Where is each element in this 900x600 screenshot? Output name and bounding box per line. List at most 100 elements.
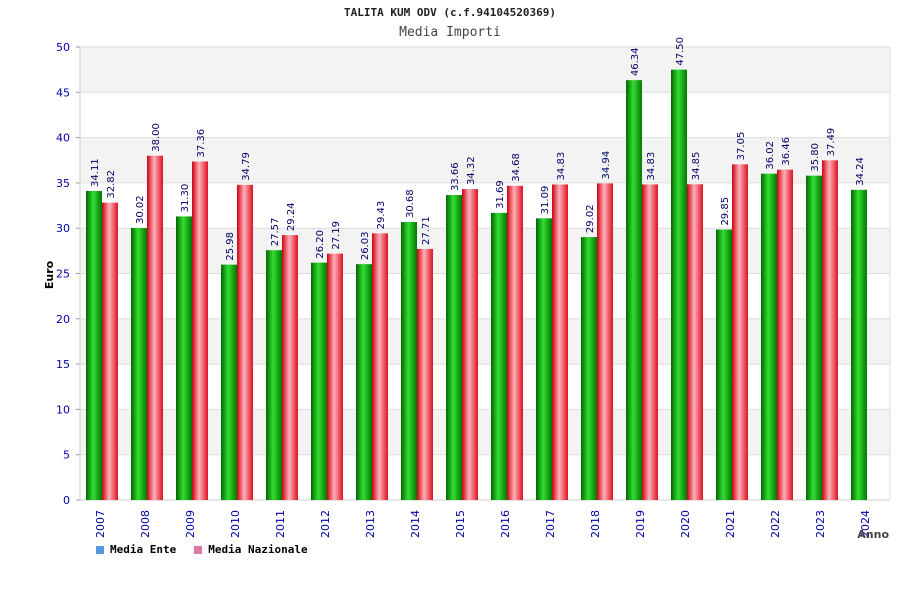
y-tick-label: 10 [56, 403, 70, 416]
x-axis-label: Anno [857, 528, 889, 541]
legend-label-nazionale: Media Nazionale [208, 543, 308, 556]
grid-band [80, 364, 890, 410]
grid-band [80, 228, 890, 274]
bar-media-nazionale [192, 161, 208, 500]
bar-value-label: 31.69 [495, 180, 506, 209]
bar-media-ente [851, 189, 867, 501]
bar-media-nazionale [237, 184, 253, 500]
y-tick-label: 35 [56, 177, 70, 190]
x-tick-label: 2015 [454, 510, 467, 538]
grid-band [80, 182, 890, 229]
bar-media-nazionale [462, 189, 478, 501]
bar-media-ente [446, 195, 462, 500]
bar-value-label: 37.05 [736, 132, 747, 161]
legend-swatch-nazionale [194, 545, 203, 554]
x-tick-label: 2017 [544, 510, 557, 538]
bar-media-ente [221, 264, 237, 500]
bar-value-label: 46.34 [630, 48, 641, 77]
bar-media-ente [311, 262, 327, 500]
bar-media-ente [536, 218, 552, 501]
x-tick-label: 2020 [679, 510, 692, 538]
grid-band [80, 409, 890, 455]
bar-value-label: 37.36 [196, 129, 207, 158]
grid-band [80, 318, 890, 365]
bar-media-ente [491, 212, 507, 500]
bar-media-nazionale [417, 248, 433, 500]
bar-value-label: 34.83 [646, 152, 657, 181]
legend-item-ente: Media Ente [96, 543, 176, 556]
x-tick-label: 2022 [769, 510, 782, 538]
bar-value-label: 34.83 [556, 152, 567, 181]
bar-labels: 34.11 32.82 30.02 38.00 31.30 37.36 25.98 34.79… [90, 37, 866, 261]
y-tick-label: 20 [56, 313, 70, 326]
bar-value-label: 36.46 [781, 137, 792, 166]
legend-label-ente: Media Ente [110, 543, 177, 556]
x-tick-label: 2013 [364, 510, 377, 538]
bar-media-nazionale [147, 155, 163, 500]
bar-value-label: 30.02 [135, 195, 146, 224]
y-tick-label: 30 [56, 222, 70, 235]
bar-media-ente [176, 216, 192, 500]
bar-value-label: 38.00 [151, 123, 162, 152]
bar-value-label: 47.50 [675, 37, 686, 66]
bars [86, 69, 867, 501]
chart-title: TALITA KUM ODV (c.f.94104520369) [344, 6, 556, 19]
bar-value-label: 34.79 [241, 152, 252, 181]
bar-media-nazionale [822, 160, 838, 500]
bar-media-nazionale [777, 169, 793, 500]
y-tick-labels: 0 5 10 15 20 25 30 35 40 45 50 [56, 41, 70, 507]
grid-band [80, 273, 890, 319]
bar-value-label: 29.85 [720, 197, 731, 226]
bar-media-nazionale [552, 184, 568, 501]
bar-media-nazionale [282, 235, 298, 500]
bar-value-label: 30.68 [405, 189, 416, 218]
bar-value-label: 29.24 [286, 202, 297, 231]
bar-media-ente [806, 175, 822, 501]
axes [76, 46, 891, 501]
grid-bands [80, 47, 890, 500]
x-tick-label: 2024 [859, 510, 872, 538]
bar-media-nazionale [597, 183, 613, 500]
x-tick-label: 2009 [184, 510, 197, 538]
bar-value-label: 31.30 [180, 184, 191, 213]
grid-band [80, 92, 890, 138]
bar-value-label: 32.82 [106, 170, 117, 199]
y-tick-label: 25 [56, 268, 70, 281]
bar-value-label: 26.20 [315, 230, 326, 259]
bar-value-label: 26.03 [360, 232, 371, 261]
x-tick-label: 2011 [274, 510, 287, 538]
bar-value-label: 34.32 [466, 156, 477, 185]
chart-subtitle: Media Importi [399, 25, 501, 40]
legend: Media Ente Media Nazionale [96, 543, 308, 556]
bar-media-nazionale [732, 164, 748, 500]
x-tick-label: 2016 [499, 510, 512, 538]
bar-media-ente [761, 173, 777, 500]
x-tick-label: 2008 [139, 510, 152, 538]
bar-value-label: 34.24 [855, 157, 866, 186]
bar-media-nazionale [372, 233, 388, 500]
bar-media-nazionale [687, 184, 703, 500]
grid-band [80, 454, 890, 500]
bar-value-label: 37.49 [826, 128, 837, 157]
bar-media-ente [131, 228, 147, 500]
y-tick-label: 15 [56, 358, 70, 371]
y-tick-label: 0 [63, 494, 70, 507]
bar-media-ente [356, 264, 372, 500]
bar-value-label: 34.11 [90, 158, 101, 187]
bar-media-ente [626, 80, 642, 500]
bar-value-label: 36.02 [765, 141, 776, 170]
bar-value-label: 27.57 [270, 218, 281, 247]
y-tick-label: 40 [56, 132, 70, 145]
bar-value-label: 33.66 [450, 162, 461, 191]
x-tick-label: 2007 [94, 510, 107, 538]
bar-value-label: 25.98 [225, 232, 236, 261]
bar-media-nazionale [642, 184, 658, 501]
bar-value-label: 34.94 [601, 151, 612, 180]
y-tick-label: 5 [63, 449, 70, 462]
y-tick-label: 50 [56, 41, 70, 54]
bar-media-ente [401, 222, 417, 501]
grid-band [80, 47, 890, 93]
x-tick-label: 2019 [634, 510, 647, 538]
y-tick-label: 45 [56, 86, 70, 99]
